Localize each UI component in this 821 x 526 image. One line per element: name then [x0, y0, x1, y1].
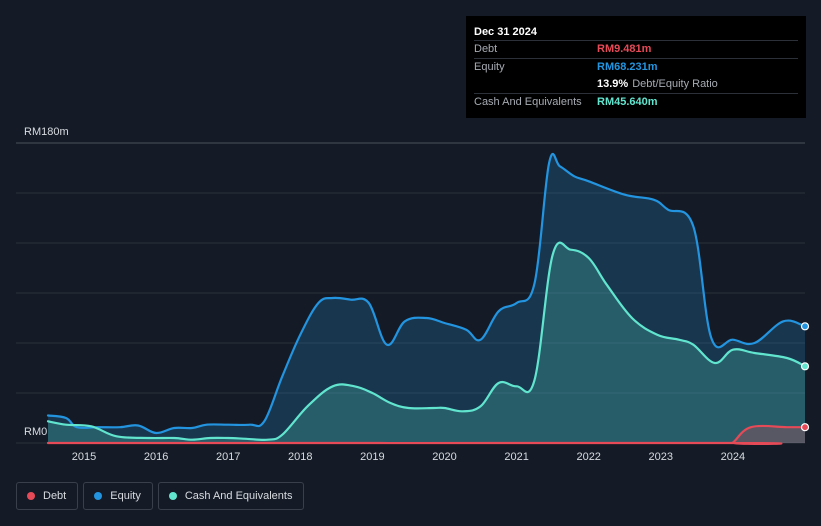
- tooltip-value: RM45.640m: [597, 96, 658, 108]
- x-axis-ticks: 2015 2016 2017 2018 2019 2020 2021 2022 2023 2024: [72, 451, 745, 463]
- tooltip-value: RM68.231m: [597, 61, 658, 73]
- debt-dot-icon: [27, 492, 35, 500]
- cash-and-equivalents-line: [46, 241, 807, 441]
- tooltip-value: RM9.481m: [597, 43, 652, 55]
- chart-legend: Debt Equity Cash And Equivalents: [16, 482, 309, 510]
- data-tooltip: Dec 31 2024 Debt RM9.481m Equity RM68.23…: [466, 16, 806, 118]
- x-tick-label: 2019: [360, 451, 384, 463]
- series-areas: [48, 153, 805, 444]
- x-tick-label: 2023: [649, 451, 673, 463]
- x-tick-label: 2015: [72, 451, 96, 463]
- equity-dot-icon: [94, 492, 103, 500]
- tooltip-ratio-label: Debt/Equity Ratio: [632, 78, 718, 90]
- tooltip-row-equity: Equity RM68.231m: [474, 58, 798, 76]
- series-lines: [46, 153, 807, 446]
- cash-and-equivalents-end-marker: [800, 362, 810, 371]
- tooltip-row-debt: Debt RM9.481m: [474, 40, 798, 58]
- tooltip-label: Debt: [474, 43, 498, 55]
- x-tick-label: 2022: [576, 451, 600, 463]
- x-tick-label: 2020: [432, 451, 456, 463]
- x-tick-label: 2017: [216, 451, 240, 463]
- tooltip-row-ratio: 13.9% Debt/Equity Ratio: [474, 76, 798, 93]
- legend-label: Equity: [110, 490, 141, 502]
- equity-end-marker: [800, 322, 810, 331]
- legend-item-cash[interactable]: Cash And Equivalents: [157, 482, 305, 510]
- series-end-markers: [800, 322, 810, 432]
- x-tick-label: 2016: [144, 451, 168, 463]
- tooltip-date: Dec 31 2024: [474, 26, 537, 38]
- tooltip-label: [474, 76, 597, 93]
- tooltip-value: 13.9%: [597, 78, 629, 90]
- x-tick-label: 2021: [504, 451, 528, 463]
- equity-line: [46, 153, 807, 435]
- legend-item-debt[interactable]: Debt: [16, 482, 79, 510]
- y-axis-top-label: RM180m: [24, 126, 69, 138]
- cash-and-equivalents-area: [48, 242, 805, 443]
- x-tick-label: 2024: [721, 451, 745, 463]
- tooltip-label: Equity: [474, 61, 505, 73]
- equity-area: [48, 153, 805, 444]
- tooltip-row-cash: Cash And Equivalents RM45.640m: [474, 93, 798, 111]
- gridlines: [16, 142, 805, 444]
- x-tick-label: 2018: [288, 451, 312, 463]
- cash-dot-icon: [168, 492, 177, 500]
- debt-end-marker: [800, 423, 810, 432]
- tooltip-label: Cash And Equivalents: [474, 96, 582, 108]
- debt-line: [46, 424, 807, 446]
- y-axis-bottom-label: RM0: [24, 426, 47, 438]
- legend-label: Cash And Equivalents: [184, 490, 293, 502]
- legend-item-equity[interactable]: Equity: [83, 482, 153, 510]
- legend-label: Debt: [43, 490, 67, 502]
